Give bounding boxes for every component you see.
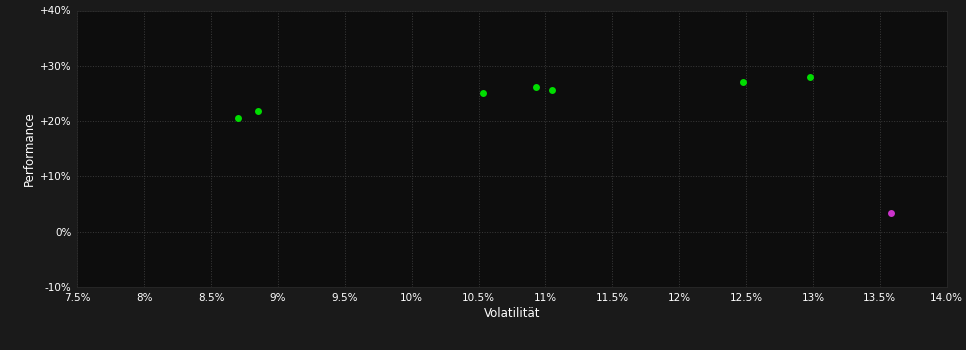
- Point: [545, 88, 560, 93]
- Point: [230, 116, 245, 121]
- Point: [736, 79, 752, 85]
- Point: [250, 108, 266, 113]
- Point: [803, 75, 818, 80]
- Point: [528, 85, 544, 90]
- Point: [475, 90, 491, 96]
- Y-axis label: Performance: Performance: [23, 111, 36, 186]
- Point: [883, 211, 898, 216]
- X-axis label: Volatilität: Volatilität: [484, 307, 540, 320]
